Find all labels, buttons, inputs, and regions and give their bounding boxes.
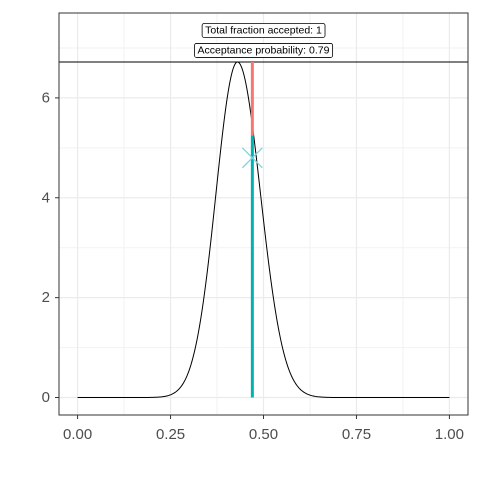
y-tick-label: 0 — [42, 389, 50, 406]
y-tick-label: 2 — [42, 289, 50, 306]
y-axis: 0 2 4 6 — [42, 89, 59, 406]
major-gridlines — [59, 13, 468, 415]
annotation-box — [194, 43, 334, 58]
x-axis: 0.00 0.25 0.50 0.75 1.00 — [63, 415, 464, 443]
annotation-box — [201, 23, 326, 38]
x-tick-label: 0.50 — [249, 426, 278, 443]
marker-stroke — [241, 147, 263, 169]
x-tick-label: 0.25 — [156, 426, 185, 443]
x-tick-label: 0.00 — [63, 426, 92, 443]
annotation-label: Total fraction accepted: 1 — [201, 23, 326, 38]
annotation-text: Acceptance probability: 0.79 — [198, 44, 330, 56]
annotation-text: Total fraction accepted: 1 — [205, 24, 322, 36]
density-curve — [77, 61, 450, 399]
observed-x-marker — [241, 147, 263, 169]
y-tick-label: 6 — [42, 89, 50, 106]
x-tick-label: 0.75 — [342, 426, 371, 443]
annotation-label: Acceptance probability: 0.79 — [194, 43, 334, 58]
y-tick-label: 4 — [42, 189, 50, 206]
x-tick-label: 1.00 — [435, 426, 464, 443]
annotation-labels: Total fraction accepted: 1 Acceptance pro… — [194, 23, 334, 58]
